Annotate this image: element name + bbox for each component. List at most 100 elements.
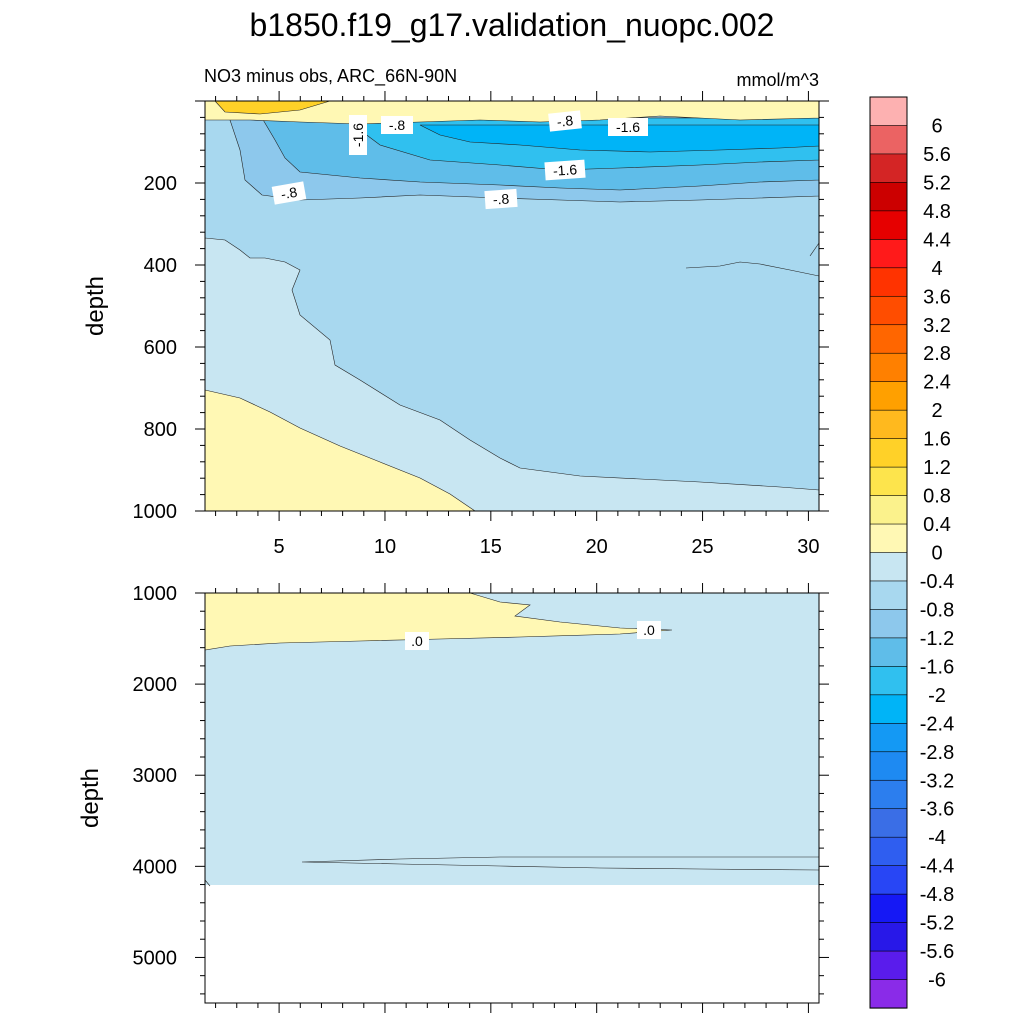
upper-axes: 5 10 15 20 25 30 200 400 600 800 1000 xyxy=(133,91,829,558)
x-tick-label: 15 xyxy=(480,536,502,558)
colorbar-swatch xyxy=(869,609,908,639)
colorbar-label: -5.6 xyxy=(920,941,954,963)
contour-label: -1.6 xyxy=(349,115,367,155)
contour-label: -.8 xyxy=(484,188,518,210)
colorbar-label: 0 xyxy=(931,543,942,565)
colorbar-frame xyxy=(869,96,908,1009)
colorbar-label: -5.2 xyxy=(920,913,954,935)
contour-label: -1.6 xyxy=(544,159,586,181)
colorbar-label: 4.8 xyxy=(923,201,951,223)
colorbar-swatch xyxy=(869,751,908,781)
colorbar-swatch xyxy=(869,295,908,326)
colorbar-label: 5.2 xyxy=(923,172,951,194)
colorbar: 6 5.6 5.2 4.8 4.4 4 3.6 3.2 2.8 2.4 2 1.6 1.2 0.8 0.4 0… xyxy=(869,96,954,1009)
lower-axes: 1000 2000 3000 4000 5000 xyxy=(133,583,829,1013)
colorbar-label: -0.4 xyxy=(920,571,954,593)
contour-line-upper-right2 xyxy=(809,242,820,257)
y-tick-label: 400 xyxy=(144,255,177,277)
colorbar-label: -4 xyxy=(928,827,946,849)
colorbar-swatch xyxy=(869,96,908,127)
y-tick-label: 600 xyxy=(144,337,177,359)
colorbar-swatch xyxy=(869,466,908,497)
colorbar-swatch xyxy=(869,523,908,554)
y-tick-label: 2000 xyxy=(133,674,178,696)
upper-ylabel: depth xyxy=(82,276,109,336)
upper-contour-labels: -1.6 -.8 -.8 -1.6 -1.6 -.8 -.8 xyxy=(271,110,648,210)
y-tick-label: 5000 xyxy=(133,947,178,969)
y-tick-label: 4000 xyxy=(133,856,178,878)
lower-ylabel: depth xyxy=(77,768,104,828)
colorbar-label: 2.4 xyxy=(923,372,951,394)
contour-line-lower-deep xyxy=(301,856,820,871)
x-tick-label: 10 xyxy=(374,536,396,558)
contour-label: -.8 xyxy=(381,116,413,134)
colorbar-swatch xyxy=(869,381,908,411)
contour-label: .0 xyxy=(637,621,661,639)
colorbar-swatch xyxy=(869,808,908,838)
colorbar-swatch xyxy=(869,182,908,212)
colorbar-swatch xyxy=(869,580,908,611)
colorbar-swatch xyxy=(869,352,908,383)
colorbar-swatch xyxy=(869,723,908,753)
colorbar-swatch xyxy=(869,666,908,696)
colorbar-label: 1.2 xyxy=(923,457,951,479)
colorbar-swatch xyxy=(869,438,908,468)
colorbar-label: 3.6 xyxy=(923,286,951,308)
colorbar-swatch xyxy=(869,552,908,582)
svg-text:-1.6: -1.6 xyxy=(616,119,640,135)
colorbar-label: -2 xyxy=(928,685,946,707)
colorbar-swatch xyxy=(869,694,908,724)
colorbar-swatch xyxy=(869,153,908,184)
y-tick-label: 800 xyxy=(144,419,177,441)
colorbar-label: 2.8 xyxy=(923,343,951,365)
colorbar-label: -6 xyxy=(928,970,946,992)
colorbar-label: -2.8 xyxy=(920,742,954,764)
colorbar-swatch xyxy=(869,324,908,354)
colorbar-label: -1.6 xyxy=(920,656,954,678)
colorbar-label: 2 xyxy=(931,400,942,422)
colorbar-label: 5.6 xyxy=(923,144,951,166)
svg-text:.0: .0 xyxy=(643,622,655,638)
colorbar-label: -4.8 xyxy=(920,884,954,906)
colorbar-swatch xyxy=(869,495,908,525)
y-tick-label: 1000 xyxy=(133,501,178,523)
colorbar-label: 1.6 xyxy=(923,429,951,451)
contour-label: -.8 xyxy=(271,181,307,205)
lower-panel: depth xyxy=(77,592,820,1004)
colorbar-swatch xyxy=(869,239,908,269)
x-tick-label: 30 xyxy=(797,536,819,558)
colorbar-label: -0.8 xyxy=(920,599,954,621)
y-tick-label: 200 xyxy=(144,173,177,195)
svg-text:.0: .0 xyxy=(411,633,423,649)
colorbar-swatch xyxy=(869,637,908,667)
x-tick-label: 20 xyxy=(586,536,608,558)
contour-label: -1.6 xyxy=(608,118,648,136)
colorbar-swatch xyxy=(869,409,908,440)
x-tick-label: 5 xyxy=(274,536,285,558)
colorbar-label: -2.4 xyxy=(920,713,954,735)
colorbar-swatch xyxy=(869,922,908,952)
svg-text:-1.6: -1.6 xyxy=(350,123,366,147)
svg-text:-.8: -.8 xyxy=(389,117,406,133)
colorbar-swatch xyxy=(869,125,908,155)
contour-line-lower-left xyxy=(204,879,211,887)
colorbar-swatch xyxy=(869,979,908,1009)
colorbar-swatch xyxy=(869,779,908,810)
y-tick-label: 3000 xyxy=(133,765,178,787)
upper-panel: depth xyxy=(82,100,820,512)
chart-subtitle-left: NO3 minus obs, ARC_66N-90N xyxy=(204,66,457,87)
svg-text:-.8: -.8 xyxy=(280,184,299,203)
colorbar-swatch xyxy=(869,267,908,297)
colorbar-label: -3.2 xyxy=(920,770,954,792)
contour-fill-neg04-upper xyxy=(204,237,820,512)
svg-text:-1.6: -1.6 xyxy=(552,161,577,179)
lower-contour-labels: .0 .0 xyxy=(405,621,661,650)
y-tick-label: 1000 xyxy=(133,583,178,605)
contour-label: -.8 xyxy=(548,110,582,132)
colorbar-label: -4.4 xyxy=(920,856,954,878)
colorbar-swatch xyxy=(869,210,908,240)
colorbar-label: 3.2 xyxy=(923,315,951,337)
colorbar-label: 6 xyxy=(931,115,942,137)
x-tick-label: 25 xyxy=(691,536,713,558)
